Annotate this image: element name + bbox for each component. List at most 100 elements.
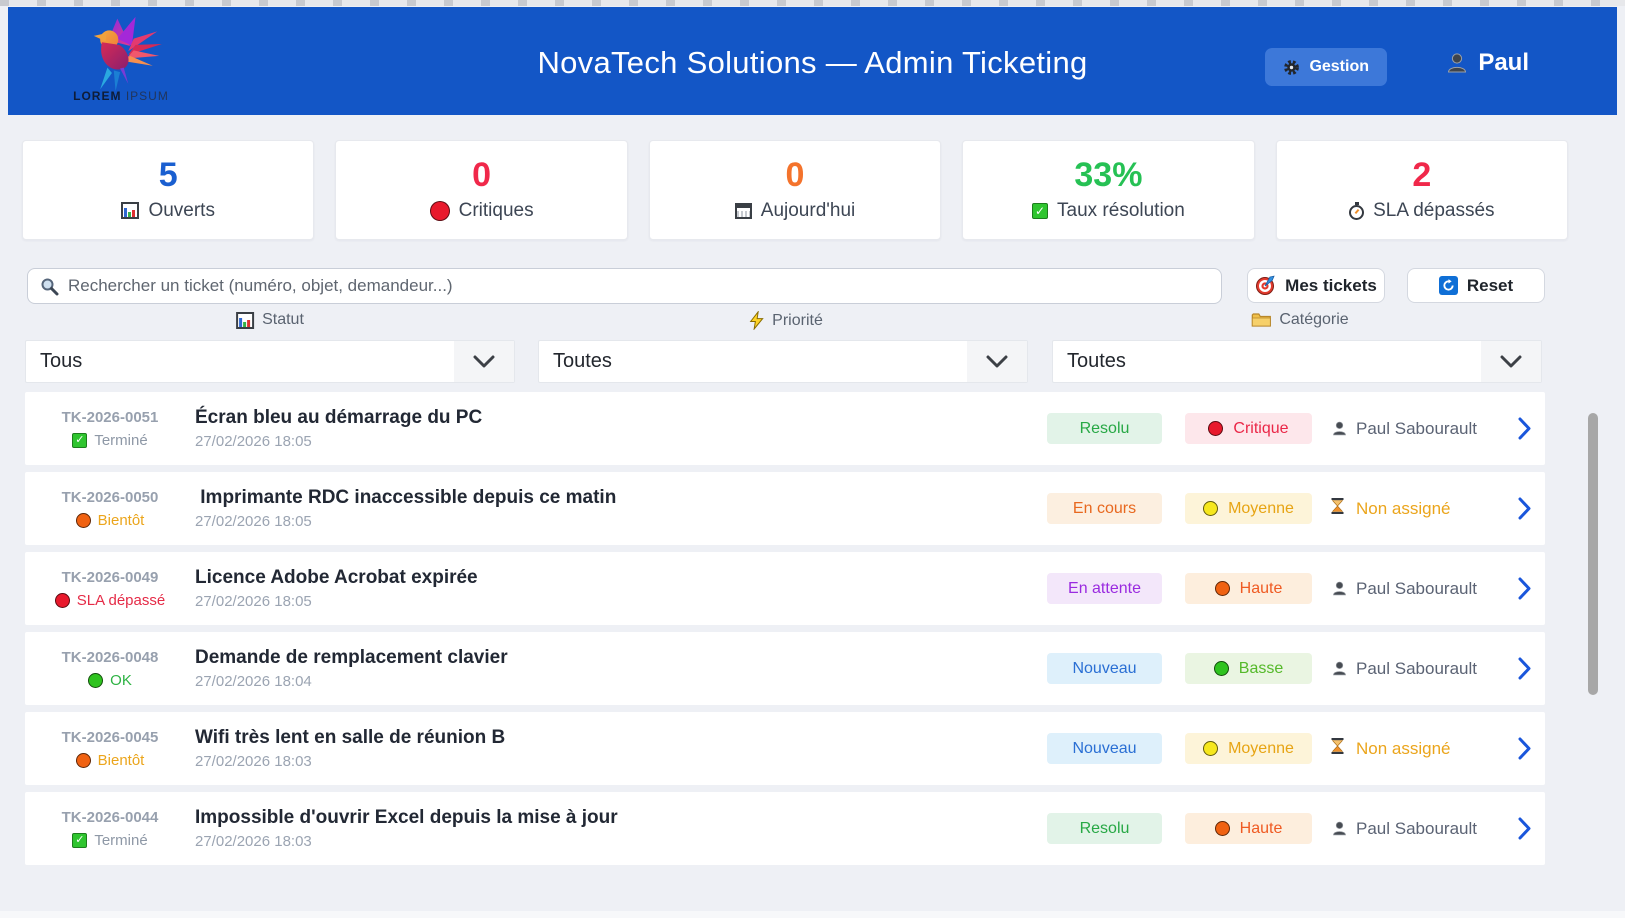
statut-filter-label: Statut xyxy=(236,311,304,329)
ticket-status-badge: Nouveau xyxy=(1047,653,1162,684)
hourglass-icon xyxy=(1331,738,1348,759)
chevron-down-icon xyxy=(986,355,1008,368)
page-title: NovaTech Solutions — Admin Ticketing xyxy=(537,45,1088,80)
priority-badge: Haute xyxy=(1185,573,1312,604)
open-ticket-chevron[interactable] xyxy=(1511,657,1537,680)
assignee-bust-icon xyxy=(1331,580,1348,597)
ticket-row[interactable]: TK-2026-0044 ✓ Terminé Impossible d'ouvr… xyxy=(25,792,1545,865)
stat-card-aujourdhui: 0 Aujourd'hui xyxy=(648,140,942,240)
chevron-right-icon xyxy=(1518,817,1530,840)
sla-status: SLA dépassé xyxy=(54,591,166,609)
ticket-title: Impossible d'ouvrir Excel depuis la mise… xyxy=(195,807,618,828)
categorie-filter-label: Catégorie xyxy=(1251,311,1349,329)
categorie-select[interactable]: Toutes xyxy=(1052,340,1542,383)
assignee-bust-icon xyxy=(1331,420,1348,437)
top-perforation-strip xyxy=(0,0,1625,6)
priorite-filter-label: Priorité xyxy=(749,311,823,330)
my-tickets-button[interactable]: Mes tickets xyxy=(1247,268,1385,303)
chevron-right-icon xyxy=(1518,577,1530,600)
priorite-select-value: Toutes xyxy=(553,350,612,372)
chevron-right-icon xyxy=(1518,737,1530,760)
ticket-row[interactable]: TK-2026-0050 Bientôt Imprimante RDC inac… xyxy=(25,472,1545,545)
assignee-label: Paul Sabourault xyxy=(1356,418,1477,438)
assignee-label: Paul Sabourault xyxy=(1356,578,1477,598)
gestion-button[interactable]: Gestion xyxy=(1265,48,1387,86)
ticket-date: 27/02/2026 18:05 xyxy=(195,513,312,530)
open-ticket-chevron[interactable] xyxy=(1511,737,1537,760)
stat-card-taux-resolution: 33% ✓ Taux résolution xyxy=(962,140,1255,240)
ticket-id: TK-2026-0049 xyxy=(61,568,159,586)
bar-chart-icon xyxy=(236,311,255,329)
search-bar xyxy=(27,268,1222,304)
priority-dot-icon xyxy=(1203,741,1219,756)
open-ticket-chevron[interactable] xyxy=(1511,417,1537,440)
ticket-title: Imprimante RDC inaccessible depuis ce ma… xyxy=(195,487,617,508)
ticket-assignee: Paul Sabourault xyxy=(1331,579,1511,599)
logo-wordmark: LOREM IPSUM xyxy=(73,89,169,103)
statut-select-value: Tous xyxy=(40,350,83,372)
open-ticket-chevron[interactable] xyxy=(1511,817,1537,840)
reset-icon xyxy=(1438,276,1458,295)
app-header: LOREM IPSUM NovaTech Solutions — Admin T… xyxy=(8,7,1617,115)
priority-dot-icon xyxy=(1203,501,1219,516)
ticket-title: Demande de remplacement clavier xyxy=(195,647,508,668)
open-ticket-chevron[interactable] xyxy=(1511,577,1537,600)
vertical-scrollbar[interactable] xyxy=(1588,413,1598,695)
ticket-status-badge: Resolu xyxy=(1047,813,1162,844)
sla-status-label: Terminé xyxy=(94,431,148,449)
sla-status-label: Bientôt xyxy=(97,511,145,529)
ticket-row[interactable]: TK-2026-0051 ✓ Terminé Écran bleu au dém… xyxy=(25,392,1545,465)
assignee-label: Non assigné xyxy=(1356,738,1451,758)
green-circle-icon xyxy=(88,672,104,688)
user-name: Paul xyxy=(1478,49,1529,76)
stat-card-sla-depasses: 2 SLA dépassés xyxy=(1275,140,1569,240)
categorie-select-value: Toutes xyxy=(1067,350,1126,372)
ticket-list: TK-2026-0051 ✓ Terminé Écran bleu au dém… xyxy=(25,392,1545,872)
chevron-right-icon xyxy=(1518,657,1530,680)
bottom-edge-strip xyxy=(0,911,1625,918)
priorite-select[interactable]: Toutes xyxy=(538,340,1028,383)
priority-badge: Haute xyxy=(1185,813,1312,844)
orange-circle-icon xyxy=(75,752,91,768)
ticket-row[interactable]: TK-2026-0045 Bientôt Wifi très lent en s… xyxy=(25,712,1545,785)
stat-value: 0 xyxy=(472,156,492,195)
ticket-row[interactable]: TK-2026-0048 OK Demande de remplacement … xyxy=(25,632,1545,705)
ticket-row[interactable]: TK-2026-0049 SLA dépassé Licence Adobe A… xyxy=(25,552,1545,625)
ticket-date: 27/02/2026 18:05 xyxy=(195,433,312,450)
chevron-down-icon xyxy=(1500,355,1522,368)
sla-status: ✓ Terminé xyxy=(72,431,148,449)
sla-status-label: Bientôt xyxy=(97,751,145,769)
calendar-icon xyxy=(734,202,752,219)
ticket-status-badge: En cours xyxy=(1047,493,1162,524)
sla-status: Bientôt xyxy=(75,751,145,769)
user-menu[interactable]: Paul xyxy=(1445,49,1529,77)
priority-dot-icon xyxy=(1214,581,1230,596)
reset-button[interactable]: Reset xyxy=(1407,268,1545,303)
ticket-assignee: Paul Sabourault xyxy=(1331,419,1511,439)
bar-chart-icon xyxy=(121,202,140,220)
sla-status-label: Terminé xyxy=(94,831,148,849)
assignee-label: Paul Sabourault xyxy=(1356,818,1477,838)
open-ticket-chevron[interactable] xyxy=(1511,497,1537,520)
sla-status-label: SLA dépassé xyxy=(76,591,166,609)
gestion-button-label: Gestion xyxy=(1309,58,1369,75)
statut-select[interactable]: Tous xyxy=(25,340,515,383)
ticket-status-badge: Nouveau xyxy=(1047,733,1162,764)
sla-status: OK xyxy=(88,672,132,689)
ticket-date: 27/02/2026 18:05 xyxy=(195,593,312,610)
ticket-assignee: Non assigné xyxy=(1331,498,1511,519)
ticket-id: TK-2026-0045 xyxy=(61,728,159,746)
search-icon xyxy=(41,278,59,295)
stat-label: Ouverts xyxy=(148,199,215,221)
ticket-date: 27/02/2026 18:04 xyxy=(195,673,312,690)
priority-label: Moyenne xyxy=(1228,499,1294,517)
target-icon xyxy=(1256,275,1275,295)
ticket-date: 27/02/2026 18:03 xyxy=(195,833,312,850)
green-check-icon: ✓ xyxy=(72,832,88,848)
ticket-status-badge: En attente xyxy=(1047,573,1162,604)
chevron-down-icon xyxy=(473,355,495,368)
reset-label: Reset xyxy=(1466,275,1514,295)
search-input[interactable] xyxy=(68,276,1209,296)
stat-card-ouverts: 5 Ouverts xyxy=(22,140,315,240)
stat-value: 5 xyxy=(158,156,178,195)
